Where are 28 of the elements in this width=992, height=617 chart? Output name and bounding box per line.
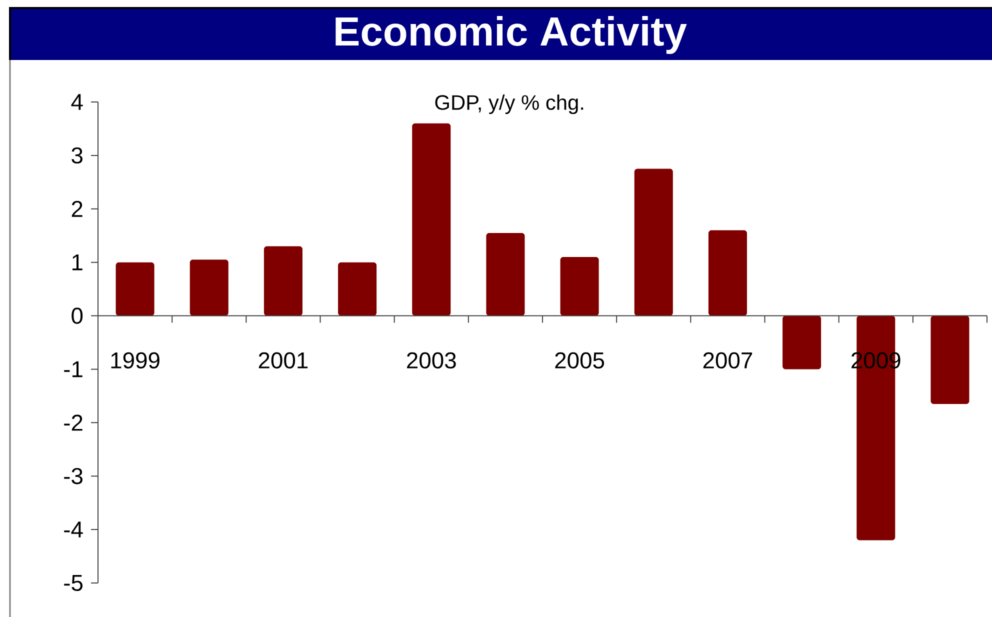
bar <box>264 246 302 316</box>
bar <box>412 123 451 316</box>
x-tick-label: 2001 <box>258 352 308 369</box>
y-tick-label: -4 <box>64 522 83 538</box>
bar <box>338 262 377 316</box>
chart-title: Economic Activity <box>336 16 687 54</box>
y-tick-label: -5 <box>64 575 83 591</box>
x-tick-label: 2007 <box>703 352 752 369</box>
bar <box>634 168 673 316</box>
y-tick-label: -1 <box>64 361 82 378</box>
y-tick-label: 0 <box>72 308 83 324</box>
x-tick-label: 2003 <box>407 352 456 369</box>
bar <box>560 256 599 316</box>
y-tick-label: 1 <box>72 254 82 270</box>
x-tick-label: 1999 <box>111 352 160 369</box>
bar <box>930 316 970 404</box>
bar <box>486 232 525 316</box>
bar <box>708 230 747 316</box>
chart-subtitle: GDP, y/y % chg. <box>435 94 584 114</box>
y-tick-label: -2 <box>64 414 82 431</box>
bar <box>190 260 228 316</box>
y-tick-label: 4 <box>71 94 83 110</box>
bar <box>782 316 822 370</box>
y-tick-label: -3 <box>64 468 82 484</box>
x-tick-label: 2005 <box>555 352 604 369</box>
y-tick-label: 3 <box>72 147 82 164</box>
bar <box>116 262 154 316</box>
y-tick-label: 2 <box>72 200 82 217</box>
